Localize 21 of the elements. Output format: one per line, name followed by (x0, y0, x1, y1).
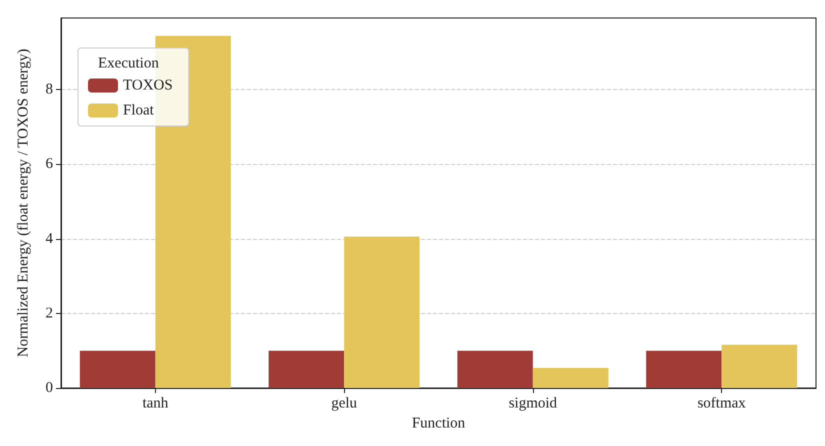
bar (646, 350, 722, 388)
x-tick-label: sigmoid (508, 396, 558, 412)
x-tick-label: gelu (331, 396, 358, 412)
y-tick-label: 6 (46, 156, 54, 172)
y-tick-label: 8 (46, 82, 53, 98)
x-tick-label: softmax (697, 396, 746, 412)
bar (532, 368, 608, 388)
legend-label: TOXOS (123, 78, 173, 94)
y-tick-label: 0 (46, 380, 53, 396)
x-axis-title: Function (412, 416, 466, 432)
legend-label: Float (123, 102, 155, 118)
x-tick-label: tanh (142, 396, 169, 412)
y-tick-label: 4 (46, 230, 54, 247)
bar (457, 350, 533, 388)
y-axis-title: Normalized Energy (float energy / TOXOS energy) (16, 48, 32, 358)
bar (344, 236, 420, 388)
bar (722, 344, 798, 388)
bar (80, 350, 156, 388)
legend-title: Execution (98, 56, 160, 72)
bar (268, 350, 344, 388)
y-tick-label: 2 (46, 305, 53, 322)
